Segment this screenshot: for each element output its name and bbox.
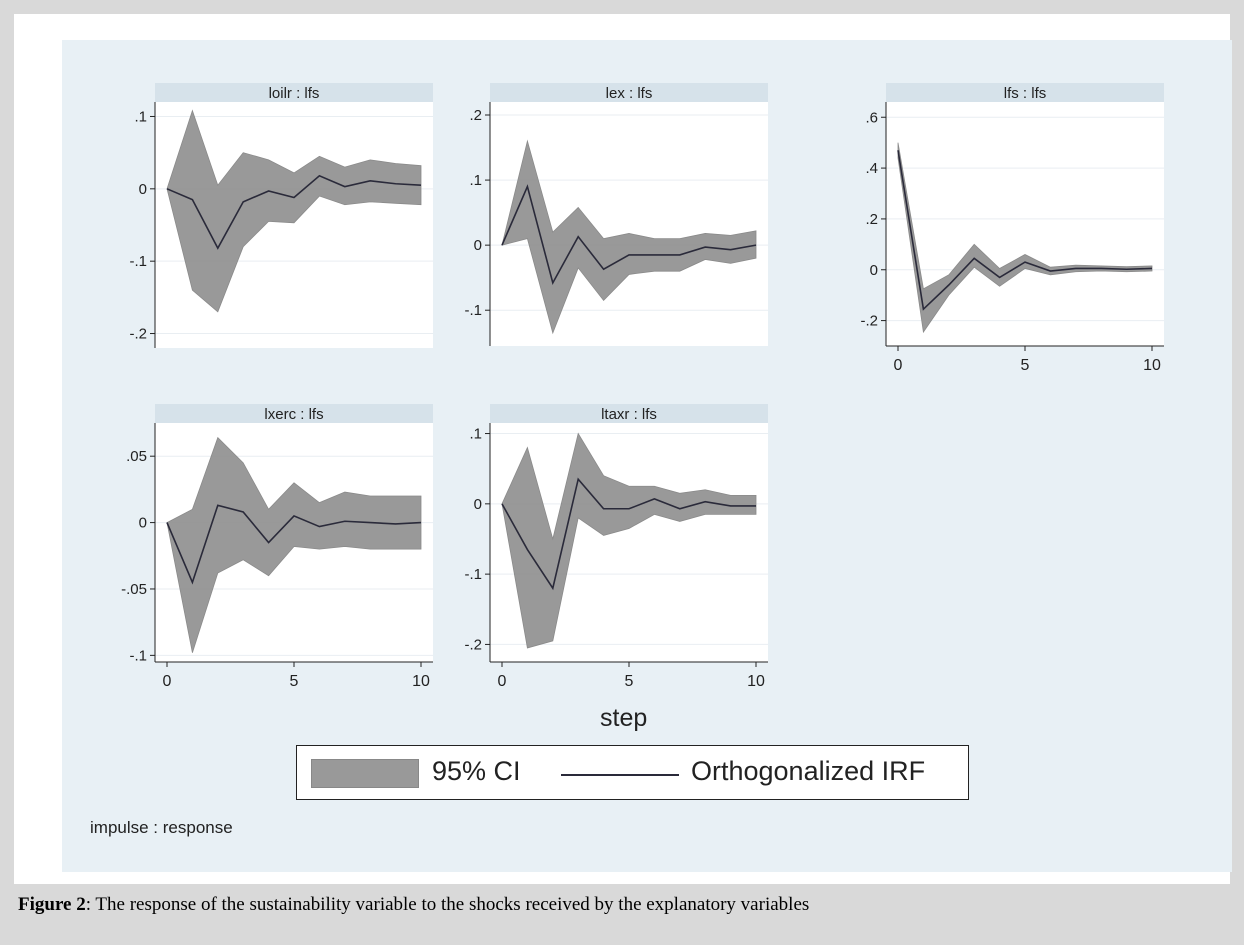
- panel-title: loilr : lfs: [269, 85, 320, 102]
- x-tick-label: 10: [412, 673, 430, 690]
- irf-line: [501, 477, 756, 591]
- y-tick-label: 0: [139, 181, 147, 198]
- y-tick-label: 0: [870, 262, 878, 279]
- legend-ci-swatch: [311, 759, 419, 788]
- x-tick-label: 10: [747, 673, 765, 690]
- y-tick-label: -.2: [464, 636, 482, 653]
- y-tick-label: .2: [469, 107, 482, 124]
- irf-line: [897, 150, 1153, 311]
- y-tick-label: .6: [865, 109, 878, 126]
- y-tick-label: .1: [134, 108, 147, 125]
- irf-line: [166, 174, 422, 250]
- caption-text: : The response of the sustainability var…: [85, 894, 810, 915]
- x-tick-label: 5: [290, 673, 299, 690]
- irf-line: [501, 184, 757, 286]
- ci-band: [501, 139, 757, 335]
- legend-irf-line: [561, 774, 679, 776]
- panel-title: lfs : lfs: [1004, 85, 1047, 102]
- y-tick-label: .1: [469, 426, 482, 443]
- irf-line: [166, 504, 422, 585]
- y-tick-label: .1: [469, 172, 482, 189]
- y-tick-label: -.1: [129, 647, 147, 664]
- legend-ci-label: 95% CI: [432, 756, 521, 786]
- legend-irf-label: Orthogonalized IRF: [691, 756, 926, 786]
- y-tick-label: 0: [139, 515, 147, 532]
- x-axis-title: step: [600, 704, 648, 732]
- x-tick-label: 5: [1021, 357, 1030, 374]
- x-tick-label: 5: [625, 673, 634, 690]
- y-tick-label: 0: [474, 237, 482, 254]
- y-tick-label: .05: [126, 448, 147, 465]
- panel-header: [490, 404, 768, 423]
- y-tick-label: -.1: [129, 253, 147, 270]
- y-tick-label: -.2: [860, 313, 878, 330]
- panel-title: ltaxr : lfs: [601, 406, 657, 423]
- impulse-response-note: impulse : response: [90, 818, 233, 837]
- y-tick-label: .2: [865, 211, 878, 228]
- y-tick-label: -.1: [464, 566, 482, 583]
- panel-header: [886, 83, 1164, 102]
- x-tick-label: 0: [498, 673, 507, 690]
- ci-band: [897, 142, 1153, 334]
- figure-caption: Figure 2: The response of the sustainabi…: [14, 892, 1230, 932]
- y-tick-label: -.05: [121, 581, 147, 598]
- legend: 95% CI Orthogonalized IRF: [296, 745, 969, 800]
- panel-title: lex : lfs: [606, 85, 653, 102]
- panel-header: [490, 83, 768, 102]
- y-tick-label: 0: [474, 496, 482, 513]
- y-tick-label: -.1: [464, 302, 482, 319]
- x-tick-label: 0: [894, 357, 903, 374]
- ci-band: [501, 432, 757, 649]
- caption-label: Figure 2: [18, 894, 86, 915]
- x-tick-label: 10: [1143, 357, 1161, 374]
- y-tick-label: .4: [865, 160, 878, 177]
- panel-header: [155, 83, 433, 102]
- panel-header: [155, 404, 433, 423]
- panel-title: lxerc : lfs: [264, 406, 323, 423]
- y-tick-label: -.2: [129, 326, 147, 343]
- x-tick-label: 0: [163, 673, 172, 690]
